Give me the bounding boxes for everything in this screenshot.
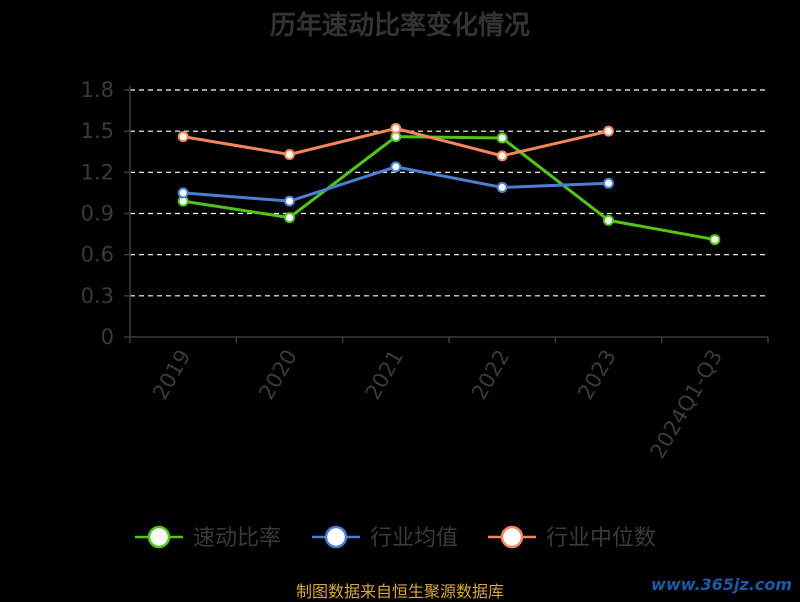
- series-line: [182, 135, 716, 242]
- data-point[interactable]: [496, 181, 508, 193]
- data-point[interactable]: [284, 212, 295, 224]
- axes: [124, 86, 769, 343]
- x-axis-ticks: 2019 2020 2021 2022 2023 2024Q1-Q3: [148, 345, 727, 462]
- x-tick-label: 2019: [148, 346, 196, 404]
- series-1: [177, 131, 721, 246]
- y-tick-label: 1.8: [81, 78, 114, 102]
- y-tick-label: 0.3: [81, 284, 114, 308]
- data-point[interactable]: [603, 177, 614, 189]
- watermark[interactable]: www.365jz.com: [651, 575, 792, 594]
- y-tick-label: 0.6: [81, 243, 114, 267]
- y-tick-label: 1.2: [81, 160, 114, 184]
- legend-marker: [324, 525, 348, 549]
- data-point[interactable]: [177, 131, 189, 143]
- series-2: [177, 161, 614, 207]
- data-point[interactable]: [496, 132, 508, 144]
- legend-label: 行业均值: [370, 526, 458, 551]
- legend-label: 速动比率: [193, 526, 281, 551]
- series-lines: [177, 122, 721, 246]
- source-note: 制图数据来自恒生聚源数据库: [295, 582, 504, 601]
- chart-title: 历年速动比率变化情况: [270, 10, 530, 41]
- y-tick-label: 0.9: [81, 202, 114, 226]
- legend-item[interactable]: 行业均值: [312, 525, 458, 551]
- data-point[interactable]: [177, 187, 189, 199]
- x-tick-label: 2023: [573, 346, 621, 404]
- data-point[interactable]: [709, 234, 721, 246]
- legend-label: 行业中位数: [546, 526, 656, 551]
- data-point[interactable]: [390, 161, 402, 173]
- x-tick-label: 2022: [467, 345, 515, 403]
- data-point[interactable]: [603, 214, 614, 226]
- x-tick-label: 2024Q1-Q3: [646, 346, 728, 463]
- data-point[interactable]: [496, 150, 508, 162]
- series-3: [177, 122, 614, 162]
- x-tick-label: 2021: [361, 346, 409, 404]
- data-point[interactable]: [284, 148, 295, 160]
- legend-marker: [500, 525, 524, 549]
- x-tick-label: 2020: [254, 346, 302, 404]
- y-tick-label: 1.5: [81, 119, 114, 143]
- data-point[interactable]: [284, 195, 295, 207]
- gridlines: [130, 89, 768, 297]
- legend-item[interactable]: 速动比率: [135, 525, 281, 551]
- data-point[interactable]: [390, 122, 402, 134]
- legend-item[interactable]: 行业中位数: [488, 525, 656, 551]
- y-tick-label: 0: [101, 325, 114, 349]
- data-point[interactable]: [603, 125, 614, 137]
- legend-marker: [147, 525, 171, 549]
- y-axis-ticks: 0 0.3 0.6 0.9 1.2 1.5 1.8: [81, 78, 114, 349]
- legend[interactable]: 速动比率 行业均值 行业中位数: [135, 525, 656, 551]
